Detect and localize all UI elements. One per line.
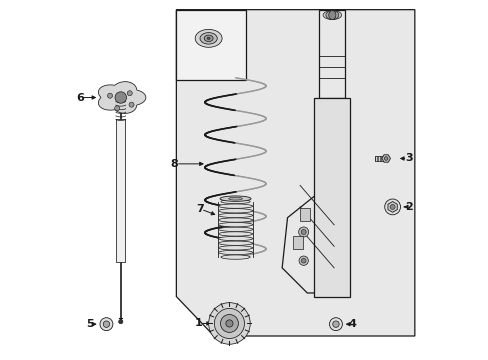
Ellipse shape xyxy=(218,237,252,241)
Ellipse shape xyxy=(207,37,210,40)
Circle shape xyxy=(389,204,394,210)
Bar xyxy=(176,10,246,80)
Polygon shape xyxy=(176,10,414,336)
Circle shape xyxy=(100,318,113,330)
Circle shape xyxy=(332,321,339,327)
Bar xyxy=(116,119,125,262)
Text: 2: 2 xyxy=(404,202,412,212)
Ellipse shape xyxy=(221,199,250,204)
Circle shape xyxy=(329,318,342,330)
Text: 3: 3 xyxy=(404,153,412,163)
Ellipse shape xyxy=(218,204,252,208)
Bar xyxy=(300,208,309,221)
Ellipse shape xyxy=(218,222,252,227)
Circle shape xyxy=(115,106,120,111)
Ellipse shape xyxy=(221,255,250,259)
Circle shape xyxy=(298,256,308,265)
Text: 5: 5 xyxy=(85,319,93,329)
Circle shape xyxy=(119,319,122,324)
Ellipse shape xyxy=(218,213,252,217)
Ellipse shape xyxy=(195,30,222,47)
Circle shape xyxy=(384,199,400,215)
Circle shape xyxy=(107,93,112,98)
Circle shape xyxy=(301,229,305,234)
Text: 6: 6 xyxy=(76,93,84,103)
Circle shape xyxy=(214,309,244,338)
Ellipse shape xyxy=(328,10,335,19)
Bar xyxy=(314,98,349,297)
Circle shape xyxy=(103,321,109,327)
Circle shape xyxy=(225,320,233,327)
Ellipse shape xyxy=(220,196,250,201)
Ellipse shape xyxy=(218,218,252,222)
Ellipse shape xyxy=(228,197,242,200)
Ellipse shape xyxy=(200,33,217,44)
Ellipse shape xyxy=(325,10,338,19)
Circle shape xyxy=(384,157,387,160)
Circle shape xyxy=(301,258,305,263)
Polygon shape xyxy=(98,82,145,113)
Circle shape xyxy=(127,91,132,96)
Circle shape xyxy=(115,92,126,103)
Text: 7: 7 xyxy=(195,204,203,214)
Ellipse shape xyxy=(323,10,341,19)
Polygon shape xyxy=(387,202,396,212)
Circle shape xyxy=(129,102,134,107)
Text: 4: 4 xyxy=(347,319,355,329)
Circle shape xyxy=(220,315,238,332)
Ellipse shape xyxy=(218,241,252,246)
Ellipse shape xyxy=(218,232,252,236)
Bar xyxy=(319,10,345,98)
Ellipse shape xyxy=(218,250,252,255)
Ellipse shape xyxy=(218,246,252,250)
Ellipse shape xyxy=(203,35,213,41)
Text: 1: 1 xyxy=(194,319,202,328)
Ellipse shape xyxy=(218,209,252,213)
Circle shape xyxy=(298,227,308,237)
Text: 8: 8 xyxy=(170,159,178,169)
Circle shape xyxy=(208,303,250,344)
Bar xyxy=(374,156,384,161)
Polygon shape xyxy=(381,155,389,162)
Bar xyxy=(292,236,303,249)
Ellipse shape xyxy=(218,227,252,231)
